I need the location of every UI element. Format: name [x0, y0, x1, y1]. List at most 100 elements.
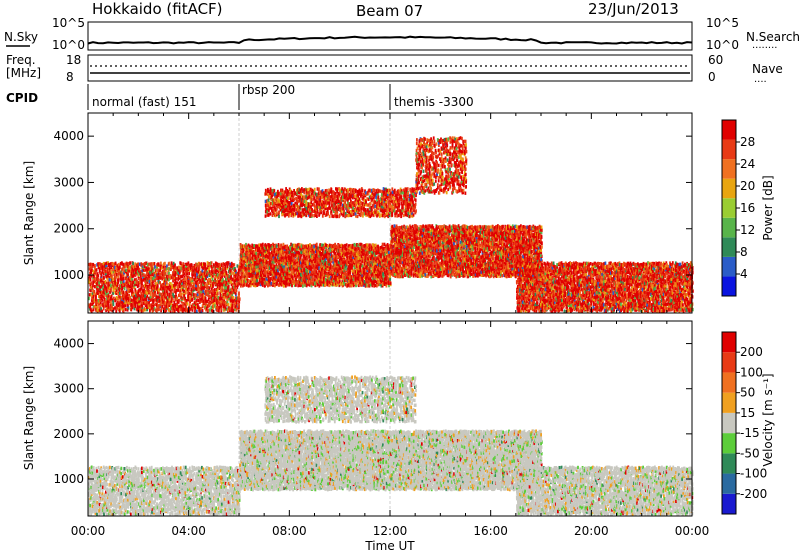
heatmap-cell [256, 281, 258, 285]
heatmap-cell [183, 268, 186, 272]
heatmap-cell [167, 292, 169, 297]
heatmap-cell [255, 261, 257, 265]
heatmap-cell [108, 299, 110, 304]
heatmap-cell [222, 272, 225, 277]
heatmap-cell [269, 258, 272, 263]
heatmap-cell [129, 261, 131, 265]
heatmap-cell [262, 280, 264, 284]
heatmap-cell [152, 286, 154, 290]
heatmap-cell [151, 265, 153, 269]
heatmap-cell [225, 280, 228, 285]
heatmap-cell [138, 280, 141, 285]
heatmap-cell [158, 295, 161, 299]
heatmap-cell [118, 266, 120, 271]
heatmap-cell [254, 257, 256, 262]
heatmap-cell [383, 242, 386, 247]
heatmap-cell [219, 299, 222, 303]
heatmap-cell [217, 296, 220, 300]
heatmap-cell [287, 196, 289, 200]
heatmap-cell [208, 304, 211, 308]
heatmap-cell [126, 262, 129, 266]
heatmap-cell [149, 282, 151, 287]
heatmap-cell [272, 256, 275, 260]
heatmap-cell [270, 252, 273, 257]
heatmap-cell [284, 249, 287, 254]
heatmap-cell [291, 243, 294, 247]
heatmap-cell [162, 275, 165, 280]
heatmap-cell [176, 307, 179, 311]
heatmap-cell [280, 275, 283, 280]
heatmap-cell [104, 262, 107, 266]
heatmap-cell [134, 280, 136, 285]
heatmap-cell [160, 271, 163, 275]
heatmap-cell [188, 283, 190, 288]
heatmap-cell [114, 306, 116, 310]
heatmap-cell [166, 277, 169, 281]
heatmap-cell [196, 292, 199, 297]
heatmap-cell [171, 265, 174, 270]
heatmap-cell [236, 285, 239, 289]
heatmap-cell [270, 243, 272, 248]
nsky-left-tick-bottom: 10^0 [52, 38, 85, 52]
heatmap-cell [291, 276, 294, 280]
heatmap-cell [250, 273, 253, 278]
heatmap-cell [124, 307, 127, 312]
heatmap-cell [135, 296, 137, 300]
heatmap-cell [125, 268, 128, 272]
heatmap-cell [179, 268, 182, 273]
heatmap-cell [265, 277, 268, 281]
heatmap-cell [240, 271, 242, 275]
heatmap-cell [143, 301, 145, 306]
heatmap-cell [183, 272, 186, 276]
heatmap-cell [88, 293, 91, 297]
heatmap-cell [111, 303, 113, 307]
heatmap-cell [199, 309, 201, 313]
heatmap-cell [101, 268, 104, 272]
heatmap-cell [233, 290, 236, 294]
heatmap-cell [282, 253, 285, 257]
heatmap-cell [216, 293, 219, 297]
heatmap-cell [88, 267, 91, 271]
heatmap-cell [251, 244, 254, 248]
heatmap-cell [163, 281, 165, 285]
heatmap-cell [259, 252, 262, 256]
heatmap-cell [215, 264, 217, 268]
heatmap-cell [164, 267, 167, 271]
nsky-right-tick-top: 10^5 [706, 16, 739, 30]
heatmap-cell [199, 293, 202, 297]
heatmap-cell [242, 272, 245, 276]
freq-unit: [MHz] [6, 66, 41, 80]
heatmap-cell [198, 276, 201, 280]
heatmap-cell [149, 273, 152, 278]
heatmap-cell [116, 268, 119, 273]
heatmap-cell [233, 305, 236, 309]
heatmap-cell [288, 268, 291, 273]
heatmap-cell [201, 296, 204, 300]
heatmap-cell [144, 300, 147, 304]
heatmap-cell [125, 298, 128, 302]
heatmap-cell [272, 253, 275, 257]
heatmap-cell [249, 259, 252, 263]
heatmap-cell [266, 279, 269, 283]
heatmap-cell [172, 292, 174, 297]
heatmap-cell [154, 273, 157, 278]
heatmap-cell [315, 270, 318, 274]
heatmap-cell [264, 273, 266, 278]
heatmap-cell [240, 255, 243, 260]
heatmap-cell [112, 277, 115, 282]
heatmap-cell [313, 204, 316, 208]
heatmap-cell [149, 264, 152, 268]
nave-legend: .... [754, 74, 767, 85]
heatmap-cell [137, 283, 140, 288]
heatmap-cell [170, 296, 173, 301]
heatmap-cell [187, 295, 190, 299]
heatmap-cell [164, 271, 167, 275]
heatmap-cell [178, 276, 181, 280]
heatmap-cell [97, 274, 100, 278]
heatmap-cell [163, 290, 166, 295]
heatmap-cell [170, 305, 172, 309]
heatmap-cell [117, 294, 120, 298]
heatmap-cell [96, 272, 99, 276]
heatmap-cell [144, 294, 146, 298]
heatmap-cell [148, 267, 151, 271]
